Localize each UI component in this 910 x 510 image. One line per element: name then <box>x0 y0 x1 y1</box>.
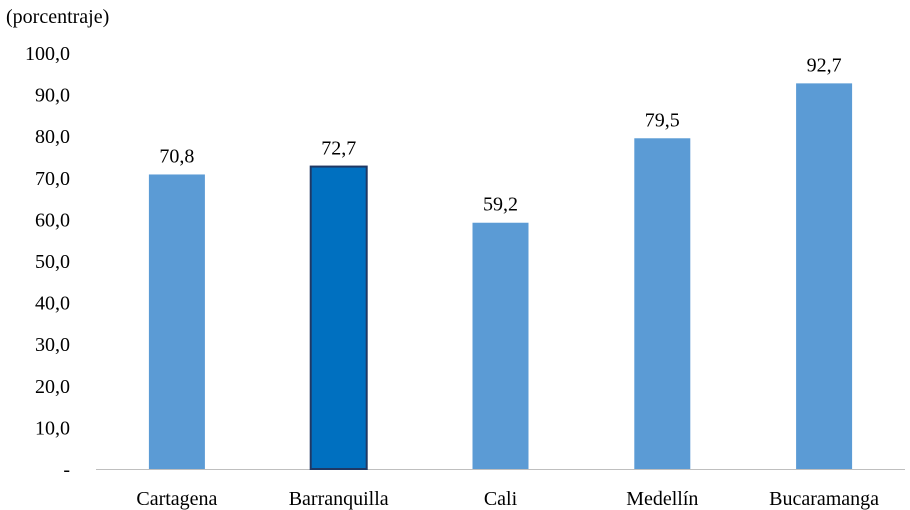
y-tick-label: 60,0 <box>35 209 70 231</box>
bar-cartagena <box>148 174 205 470</box>
y-axis-unit-label: (porcentraje) <box>6 6 110 28</box>
value-label: 92,7 <box>807 54 842 76</box>
y-tick-label: - <box>63 459 70 481</box>
y-tick-label: 20,0 <box>35 376 70 398</box>
value-label: 59,2 <box>483 194 518 216</box>
y-tick-label: 80,0 <box>35 126 70 148</box>
category-label: Cali <box>484 488 518 510</box>
y-tick-label: 30,0 <box>35 334 70 356</box>
value-labels: 70,8 72,7 59,2 79,5 92,7 <box>159 54 841 215</box>
x-axis-labels: Cartagena Barranquilla Cali Medellín Bucaram… <box>136 488 879 510</box>
category-label: Barranquilla <box>289 488 389 510</box>
category-label: Cartagena <box>136 488 217 510</box>
y-axis-ticks: - 10,0 20,0 30,0 40,0 50,0 60,0 70,0 80,0 90,0 100… <box>25 43 70 481</box>
category-label: Bucaramanga <box>769 488 879 510</box>
y-tick-label: 90,0 <box>35 85 70 107</box>
bar-cali <box>472 222 529 469</box>
y-tick-label: 100,0 <box>25 43 70 65</box>
bars <box>148 83 853 470</box>
bar-barranquilla <box>309 165 368 470</box>
y-tick-label: 10,0 <box>35 417 70 439</box>
value-label: 79,5 <box>645 109 680 131</box>
category-label: Medellín <box>626 488 698 510</box>
y-tick-label: 40,0 <box>35 293 70 315</box>
value-label: 70,8 <box>159 145 194 167</box>
bar-bucaramanga <box>796 83 853 470</box>
y-tick-label: 70,0 <box>35 168 70 190</box>
value-label: 72,7 <box>321 138 356 160</box>
bar-medellin <box>634 138 691 469</box>
y-tick-label: 50,0 <box>35 251 70 273</box>
